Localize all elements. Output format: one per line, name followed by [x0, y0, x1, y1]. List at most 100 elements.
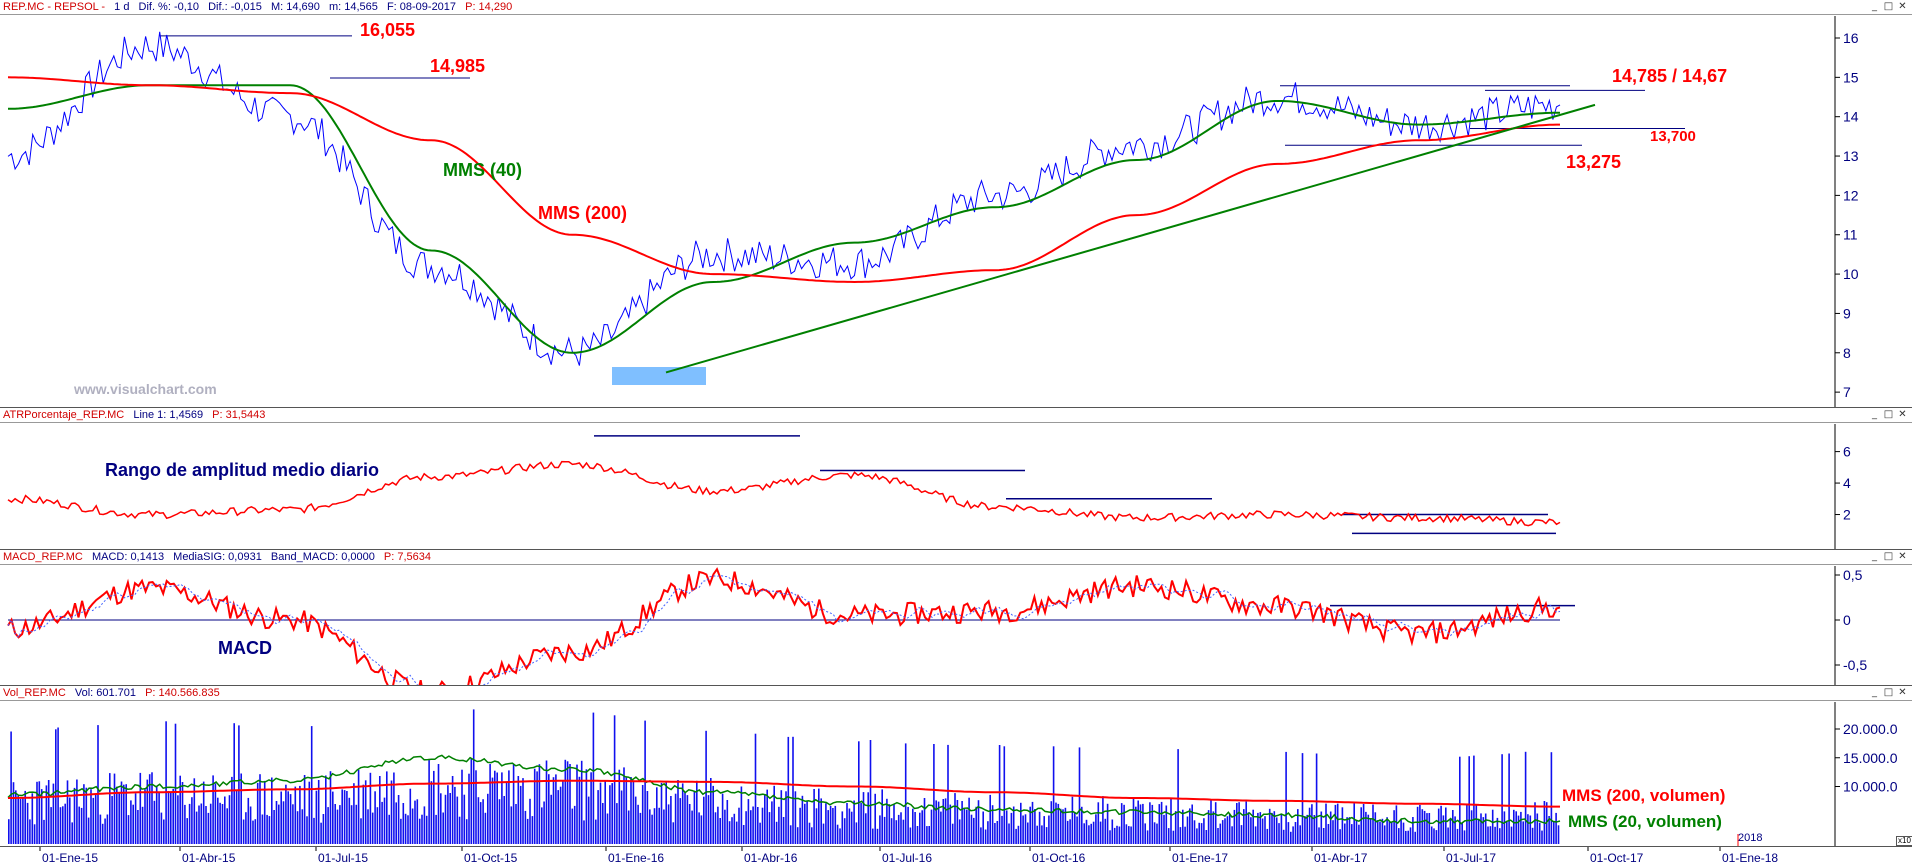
volume-bar: [804, 803, 806, 844]
volume-bar: [1069, 819, 1071, 844]
volume-bar: [489, 764, 491, 844]
volume-bar: [726, 800, 729, 844]
maximize-icon[interactable]: □: [1883, 1, 1894, 12]
volume-bar: [1421, 809, 1424, 844]
volume-bar: [29, 819, 31, 844]
macd-pane[interactable]: MACD_REP.MC MACD: 0,1413 MediaSIG: 0,093…: [0, 550, 1912, 686]
volume-bar: [1207, 810, 1210, 844]
volume-bar: [703, 796, 705, 844]
maximize-icon[interactable]: □: [1883, 409, 1894, 420]
volume-bar: [357, 769, 360, 844]
volume-bar: [99, 814, 102, 844]
volume-bar: [818, 788, 820, 844]
volume-bar: [1088, 825, 1090, 844]
volume-bar: [19, 799, 22, 844]
volume-bar: [369, 772, 372, 844]
volume-bar: [956, 800, 959, 844]
volume-bar: [1484, 813, 1487, 844]
atr-pane[interactable]: ATRPorcentaje_REP.MC Line 1: 1,4569 P: 3…: [0, 408, 1912, 550]
volume-bar: [900, 812, 902, 844]
volume-bar: [141, 806, 144, 844]
volume-bar: [1398, 828, 1400, 844]
close-icon[interactable]: ✕: [1898, 687, 1907, 698]
x-tick-label: 01-Oct-15: [464, 851, 518, 865]
volume-bar: [1149, 802, 1151, 844]
volume-bar: [1423, 810, 1426, 844]
x-tick-label: 01-Abr-17: [1314, 851, 1368, 865]
volume-bar: [45, 785, 48, 844]
volume-bar: [475, 770, 477, 844]
volume-bar: [1541, 830, 1543, 844]
price-y-tick-label: 12: [1843, 187, 1859, 203]
minimize-icon[interactable]: _: [1872, 551, 1877, 562]
volume-bar: [1548, 816, 1550, 844]
volume-bar: [212, 775, 214, 844]
volume-bar: [116, 786, 118, 844]
volume-bar: [1132, 797, 1135, 844]
volume-bar: [379, 776, 381, 844]
volume-bar: [768, 812, 771, 844]
volume-bar: [545, 760, 548, 844]
volume-bar: [1386, 817, 1388, 844]
x-tick-label: 01-Jul-17: [1446, 851, 1496, 865]
volume-bar: [1020, 802, 1022, 844]
atr-p: P: 31,5443: [212, 409, 266, 421]
macd-name: MACD_REP.MC: [3, 551, 83, 563]
volume-bar: [724, 809, 726, 844]
volume-bar: [1522, 821, 1524, 844]
volume-bar: [1294, 822, 1297, 844]
volume-bar: [209, 803, 212, 844]
volume-bar: [1390, 821, 1393, 844]
volume-bar: [1489, 826, 1492, 844]
volume-bar: [1250, 817, 1252, 844]
x-tick-label: 01-Abr-16: [744, 851, 798, 865]
volume-bar: [977, 800, 980, 844]
price-pane[interactable]: REP.MC - REPSOL - 1 d Dif. %: -0,10 Dif.…: [0, 0, 1912, 408]
volume-bar: [1374, 812, 1377, 844]
volume-bar: [24, 790, 26, 844]
volume-bar: [1351, 824, 1353, 844]
volume-bar: [510, 806, 513, 844]
mms200-vol-line: [8, 779, 1560, 808]
close-icon[interactable]: ✕: [1898, 409, 1907, 420]
volume-y-tick-label: 15.000.0: [1843, 750, 1898, 766]
macd-value: MACD: 0,1413: [91, 551, 165, 563]
volume-bar: [1400, 819, 1402, 844]
volume-bar: [1158, 804, 1161, 844]
mms200-series-line: [7, 76, 1560, 284]
volume-bar: [1240, 825, 1243, 844]
volume-bar: [1301, 753, 1304, 844]
volume-bar: [1106, 803, 1109, 844]
close-icon[interactable]: ✕: [1898, 551, 1907, 562]
volume-bar: [559, 786, 562, 844]
volume-bar: [653, 808, 656, 844]
volume-bar: [184, 804, 186, 844]
volume-bar: [400, 818, 402, 844]
volume-bar: [623, 767, 625, 844]
minimize-icon[interactable]: _: [1872, 1, 1877, 12]
volume-bar: [961, 801, 963, 844]
volume-bar: [416, 799, 419, 844]
volume-bar: [8, 819, 10, 844]
minimize-icon[interactable]: _: [1872, 687, 1877, 698]
minimize-icon[interactable]: _: [1872, 409, 1877, 420]
maximize-icon[interactable]: □: [1883, 687, 1894, 698]
volume-bar: [1092, 821, 1095, 844]
volume-bar: [1428, 813, 1431, 844]
volume-bar: [1557, 825, 1560, 844]
label-atr: Rango de amplitud medio diario: [105, 460, 380, 480]
volume-bar: [865, 813, 867, 844]
volume-bar: [402, 803, 405, 844]
volume-bar: [83, 784, 85, 844]
volume-pane[interactable]: Vol_REP.MC Vol: 601.701 P: 140.566.835 _…: [0, 686, 1912, 847]
maximize-icon[interactable]: □: [1883, 551, 1894, 562]
atr-chart: 6 4 2: [7, 424, 1851, 549]
volume-bar: [289, 794, 292, 844]
volume-bar: [867, 792, 869, 844]
volume-bar: [22, 797, 24, 844]
volume-bar: [681, 783, 684, 844]
volume-bar: [1221, 820, 1224, 844]
close-icon[interactable]: ✕: [1898, 1, 1907, 12]
volume-bar: [160, 812, 163, 844]
volume-bar: [1405, 830, 1407, 844]
